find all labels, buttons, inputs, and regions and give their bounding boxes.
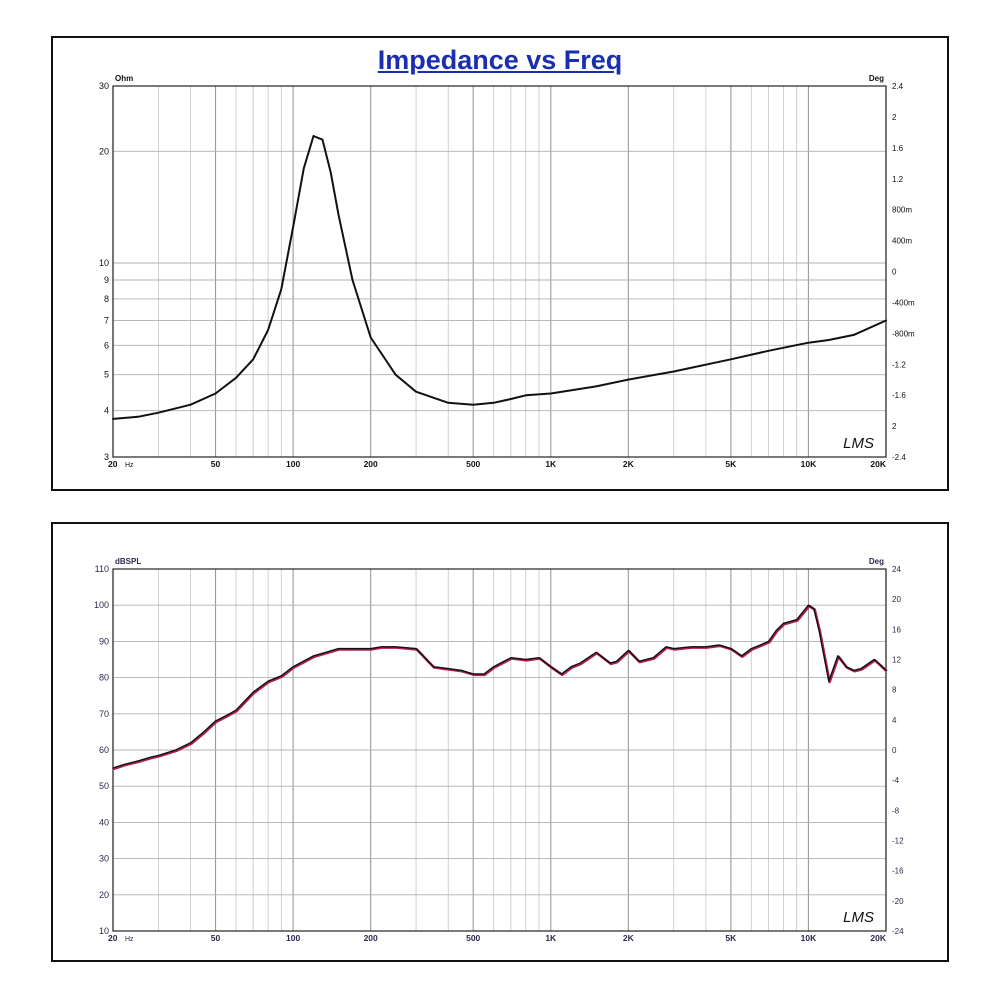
x-unit-label: Hz [125, 462, 134, 469]
x-unit-label: Hz [125, 936, 134, 943]
impedance-chart-svg: 20 50 100 200 500 1K 2K 5K 10K 20KHz3456789102030… [99, 74, 915, 469]
right-tick-label: 800m [892, 206, 912, 215]
right-tick-label: 12 [892, 656, 901, 665]
x-tick-label: 1K [545, 459, 557, 469]
x-tick-label: 20 [108, 459, 118, 469]
y-unit-label: Ohm [115, 74, 133, 83]
right-tick-label: 1.6 [892, 144, 904, 153]
x-tick-label: 20K [870, 933, 886, 943]
right-tick-label: -20 [892, 897, 904, 906]
series-line [112, 604, 887, 769]
y-tick-label: 6 [104, 340, 109, 350]
right-tick-label: 8 [892, 686, 897, 695]
x-tick-label: 5K [725, 933, 737, 943]
right-tick-label: -800m [892, 329, 915, 338]
right-tick-label: 2.4 [892, 82, 904, 91]
right-tick-label: 2 [892, 113, 897, 122]
x-tick-label: 10K [801, 933, 817, 943]
right-tick-label: -8 [892, 806, 900, 815]
right-tick-label: -1.2 [892, 360, 906, 369]
x-tick-label: 2K [623, 933, 635, 943]
right-tick-label: 24 [892, 565, 901, 574]
right-tick-label: -24 [892, 927, 904, 936]
x-tick-label: 10K [801, 459, 817, 469]
right-tick-label: 1.2 [892, 175, 904, 184]
x-tick-label: 1K [545, 933, 557, 943]
right-tick-label: -400m [892, 298, 915, 307]
x-tick-label: 20 [108, 933, 118, 943]
y-tick-label: 90 [99, 636, 109, 646]
right-tick-label: -2.4 [892, 453, 906, 462]
y-tick-label: 100 [94, 600, 109, 610]
plot-frame [112, 85, 887, 458]
lms-watermark: LMS [843, 435, 874, 452]
x-tick-label: 20K [870, 459, 886, 469]
impedance-chart-panel: Impedance vs Freq 20 50 100 200 500 1K 2K 5K 10K… [51, 36, 949, 491]
right-tick-label: -16 [892, 867, 904, 876]
y-tick-label: 40 [99, 817, 109, 827]
series-line [112, 135, 887, 420]
right-tick-label: 0 [892, 746, 897, 755]
y-tick-label: 80 [99, 673, 109, 683]
y-tick-label: 30 [99, 81, 109, 91]
y-tick-label: 50 [99, 781, 109, 791]
y-tick-label: 10 [99, 926, 109, 936]
plot-frame [112, 568, 887, 932]
right-tick-label: 4 [892, 716, 897, 725]
spl-chart-svg: 20 50 100 200 500 1K 2K 5K 10K 20KHz1020304050607… [94, 557, 904, 943]
x-tick-label: 5K [725, 459, 737, 469]
y-tick-label: 60 [99, 745, 109, 755]
lms-watermark: LMS [843, 909, 874, 926]
x-tick-label: 500 [466, 933, 480, 943]
x-tick-label: 100 [286, 459, 300, 469]
y-tick-label: 10 [99, 258, 109, 268]
y-tick-label: 3 [104, 452, 109, 462]
x-tick-label: 2K [623, 459, 635, 469]
series-shadow [113, 604, 888, 771]
right-unit-label: Deg [869, 74, 884, 83]
x-tick-label: 200 [364, 459, 378, 469]
right-tick-label: 400m [892, 237, 912, 246]
y-tick-label: 9 [104, 275, 109, 285]
chart-title: Impedance vs Freq [377, 45, 623, 75]
right-tick-label: 2 [892, 422, 897, 431]
right-unit-label: Deg [869, 557, 884, 566]
x-tick-label: 500 [466, 459, 480, 469]
x-tick-label: 50 [211, 459, 221, 469]
spl-chart-panel: 20 50 100 200 500 1K 2K 5K 10K 20K Hz 10 20 30 40 50 60 7… [51, 522, 949, 962]
right-tick-label: 16 [892, 625, 901, 634]
y-unit-label: dBSPL [115, 557, 141, 566]
y-tick-label: 30 [99, 854, 109, 864]
x-tick-label: 100 [286, 933, 300, 943]
x-tick-label: 200 [364, 933, 378, 943]
y-tick-label: 4 [104, 406, 109, 416]
right-tick-label: -1.6 [892, 391, 906, 400]
y-tick-label: 20 [99, 890, 109, 900]
x-tick-label: 50 [211, 933, 221, 943]
y-tick-label: 8 [104, 294, 109, 304]
y-tick-label: 70 [99, 709, 109, 719]
right-tick-label: -4 [892, 776, 900, 785]
y-tick-label: 110 [95, 564, 109, 574]
y-tick-label: 20 [99, 146, 109, 156]
y-tick-label: 7 [104, 315, 109, 325]
y-tick-label: 5 [104, 370, 109, 380]
right-tick-label: -12 [892, 837, 904, 846]
right-tick-label: 0 [892, 268, 897, 277]
right-tick-label: 20 [892, 595, 901, 604]
